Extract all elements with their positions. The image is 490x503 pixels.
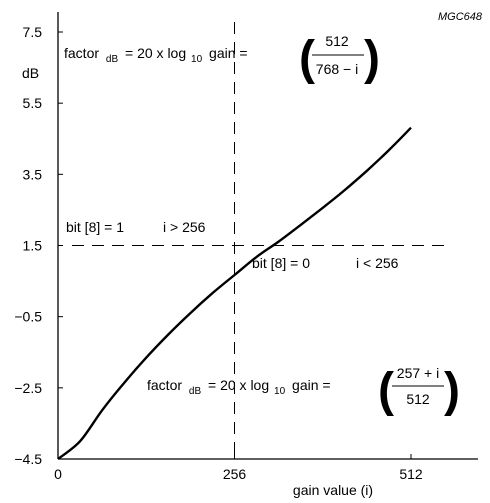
y-ticks: 7.5 5.5 3.5 1.5 −0.5 −2.5 −4.5	[14, 24, 63, 467]
lower-formula-denominator: 512	[406, 391, 430, 407]
lower-formula-prefix: factor	[147, 377, 182, 393]
lower-formula-close-paren: )	[444, 364, 460, 417]
upper-formula-prefix: factor	[64, 45, 99, 61]
y-tick-label: −4.5	[14, 451, 42, 467]
left-condition-bit: bit [8] = 1	[66, 219, 124, 235]
y-tick-label: 5.5	[23, 95, 43, 111]
y-tick-label: 3.5	[23, 166, 43, 182]
svg-text:factor dB = 20 x l: factor dB = 20 x log 10 gain =	[64, 45, 248, 65]
upper-formula-denominator: 768 − i	[316, 61, 358, 77]
lower-formula-middle: = 20 x log	[208, 377, 269, 393]
y-tick-label: 1.5	[23, 238, 43, 254]
x-tick-label: 0	[54, 466, 62, 482]
lower-formula-log-sub: 10	[274, 386, 286, 397]
y-axis-title: dB	[22, 65, 39, 81]
x-axis-title: gain value (i)	[293, 482, 373, 498]
lower-formula-annotation: factor dB = 20 x log 10 gain = ( 257 + i…	[147, 364, 460, 417]
y-tick-label: −0.5	[14, 309, 42, 325]
gain-curve	[57, 126, 412, 460]
y-tick-label: 7.5	[23, 24, 43, 40]
upper-formula-log-sub: 10	[191, 54, 203, 65]
upper-formula-open-paren: (	[299, 32, 315, 85]
right-condition-range: i < 256	[356, 255, 399, 271]
svg-text:factor dB = 20 x l: factor dB = 20 x log 10 gain =	[147, 377, 331, 397]
figure-code: MGC648	[438, 11, 483, 23]
right-condition-bit: bit [8] = 0	[252, 255, 310, 271]
x-tick-label: 512	[399, 466, 423, 482]
upper-formula-close-paren: )	[364, 32, 380, 85]
upper-formula-numerator: 512	[325, 33, 349, 49]
upper-formula-suffix: gain =	[209, 45, 248, 61]
lower-formula-numerator: 257 + i	[397, 365, 439, 381]
upper-formula-sub: dB	[106, 54, 119, 65]
lower-formula-suffix: gain =	[292, 377, 331, 393]
lower-formula-sub: dB	[189, 386, 202, 397]
x-tick-label: 256	[223, 466, 247, 482]
left-condition-range: i > 256	[163, 219, 206, 235]
y-tick-label: −2.5	[14, 380, 42, 396]
upper-formula-annotation: factor dB = 20 x log 10 gain = ( 512 768…	[64, 32, 380, 85]
x-ticks: 0 256 512	[54, 454, 423, 482]
lower-formula-open-paren: (	[378, 364, 394, 417]
upper-formula-middle: = 20 x log	[125, 45, 186, 61]
